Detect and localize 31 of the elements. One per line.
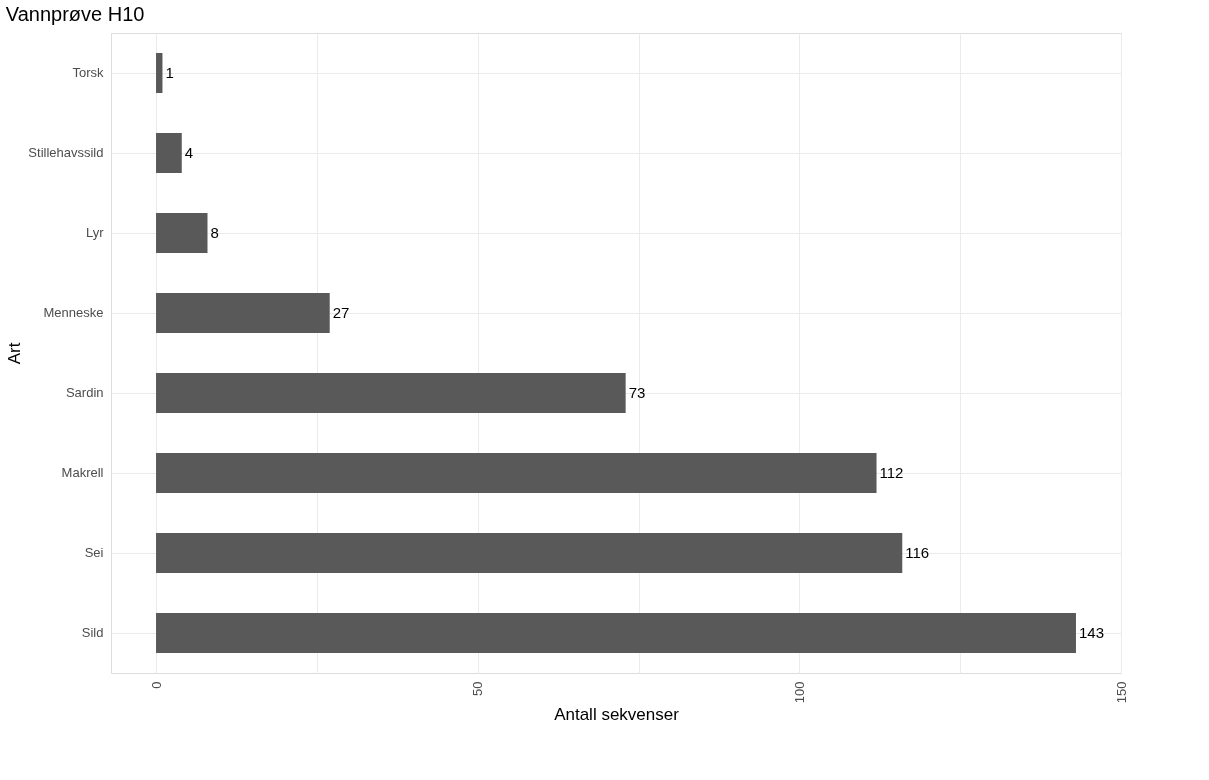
data-label: 112 (879, 464, 904, 481)
y-tick-label: Menneske (43, 305, 104, 320)
bar (156, 373, 626, 413)
y-tick-label: Makrell (61, 465, 104, 480)
y-tick-label: Sei (84, 545, 104, 560)
bar (156, 293, 330, 333)
chart-title: Vannprøve H10 (5, 3, 145, 25)
data-label: 1 (165, 64, 174, 81)
x-tick-label: 100 (791, 681, 807, 704)
x-tick-label: 0 (148, 681, 164, 689)
y-axis-title: Art (5, 342, 25, 365)
bar (156, 613, 1076, 653)
y-tick-label: Sild (81, 625, 104, 640)
x-axis-title: Antall sekvenser (554, 705, 680, 725)
x-tick-label: 150 (1113, 681, 1129, 704)
y-tick-label: Lyr (85, 225, 105, 240)
data-label: 4 (184, 144, 194, 161)
bar (156, 53, 163, 93)
data-label: 8 (210, 224, 219, 241)
bar (156, 133, 182, 173)
y-tick-label: Sardin (65, 385, 104, 400)
x-tick-label: 50 (470, 681, 486, 696)
data-label: 116 (905, 544, 930, 561)
data-label: 27 (332, 304, 350, 321)
y-tick-label: Stillehavssild (28, 145, 104, 160)
y-tick-label: Torsk (72, 65, 104, 80)
bar (156, 453, 877, 493)
bar (156, 533, 903, 573)
bar (156, 213, 208, 253)
data-label: 73 (628, 384, 646, 401)
data-label: 143 (1078, 624, 1104, 641)
